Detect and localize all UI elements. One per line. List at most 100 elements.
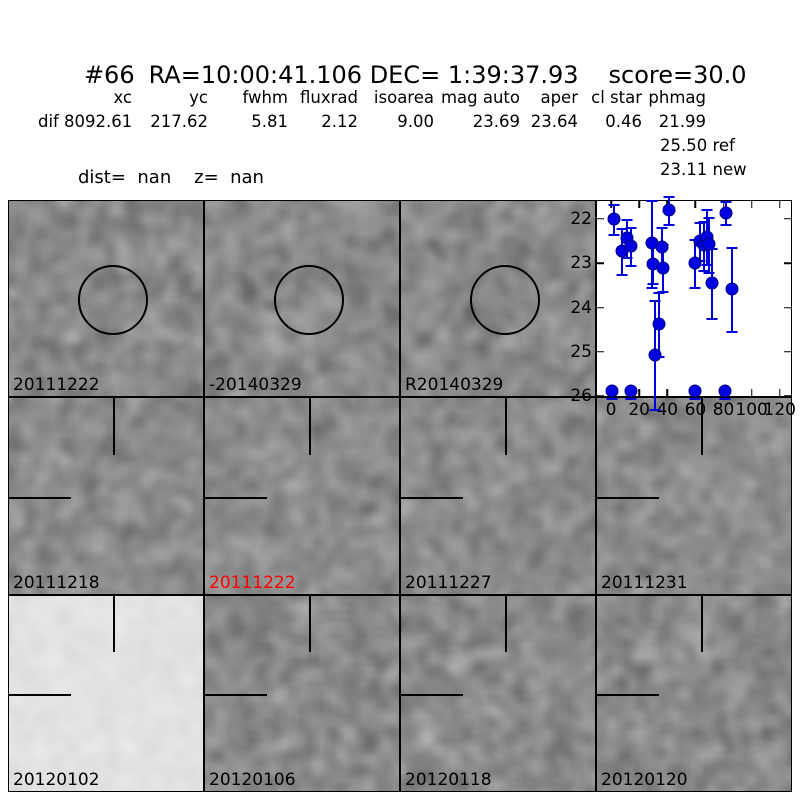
phmag-ref-value: 25.50 ref (660, 136, 735, 155)
value-mag-auto: 23.69 (472, 112, 520, 131)
data-point[interactable] (719, 206, 733, 220)
y-tickmark (597, 218, 604, 220)
cutout-panel-20120106[interactable]: 20120106 (204, 594, 400, 792)
y-axis-tick-label: 26 (570, 386, 592, 407)
limit-data-point[interactable] (605, 384, 619, 398)
table-column-headers: xc yc fwhm fluxrad isoarea mag auto aper… (0, 88, 800, 297)
value-aper: 23.64 (530, 112, 578, 131)
target-circle-marker (469, 264, 540, 335)
plot-data-area: 22 23 24 25 26 0 20 40 60 80 100 120 (570, 195, 796, 420)
errorbar-cap (663, 195, 675, 198)
panel-date-label: 20120102 (13, 769, 100, 790)
value-isoarea: 9.00 (397, 112, 434, 131)
errorbar-cap (720, 224, 732, 227)
errorbar-cap (649, 300, 661, 303)
y-tickmark (784, 395, 791, 398)
data-point[interactable] (702, 237, 716, 251)
limit-data-point[interactable] (624, 384, 638, 398)
errorbar-cap (703, 272, 715, 275)
crosshair-vertical-tick (308, 398, 311, 455)
errorbar-cap (656, 227, 668, 230)
crosshair-horizontal-tick (401, 496, 463, 499)
crosshair-vertical-tick (504, 398, 507, 455)
value-xc: 8092.61 (64, 112, 133, 131)
errorbar-cap (646, 199, 658, 202)
cutout-image (401, 595, 595, 791)
data-point[interactable] (648, 348, 662, 362)
panel-date-label: 20111218 (13, 572, 100, 593)
cutout-panel-20111222[interactable]: 20111222 (204, 397, 400, 595)
ra-value: RA=10:00:41.106 (148, 61, 363, 89)
cutout-panel-20120118[interactable]: 20120118 (400, 594, 596, 792)
value-fluxrad: 2.12 (321, 112, 358, 131)
phmag-new-value: 23.11 new (660, 160, 747, 179)
data-point[interactable] (607, 212, 621, 226)
errorbar-cap (706, 317, 718, 320)
errorbar-cap (653, 292, 665, 295)
data-point[interactable] (652, 317, 666, 331)
cutout-panel--20140329[interactable]: -20140329 (204, 200, 400, 398)
cutout-panel-20111227[interactable]: 20111227 (400, 397, 596, 595)
limit-marker-cap (606, 397, 618, 400)
panel-date-label: -20140329 (209, 375, 302, 396)
target-circle-marker (77, 264, 148, 335)
x-tickmark (694, 201, 697, 208)
panel-date-label: 20111231 (601, 572, 688, 593)
cutout-image (597, 595, 791, 791)
data-point[interactable] (624, 239, 638, 253)
crosshair-horizontal-tick (205, 496, 267, 499)
cutout-panel-20120120[interactable]: 20120120 (596, 594, 792, 792)
x-tickmark (779, 389, 781, 397)
errorbar-cap (726, 246, 738, 249)
limit-data-point[interactable] (718, 384, 732, 398)
header-info-block: #66 RA=10:00:41.106 DEC= 1:39:37.93 score=… (0, 0, 800, 196)
errorbar-cap (657, 291, 669, 294)
cutout-image (9, 595, 203, 791)
cutout-panel-20111231[interactable]: 20111231 (596, 397, 792, 595)
target-circle-marker (273, 264, 344, 335)
data-point[interactable] (725, 282, 739, 296)
panel-date-label: 20120118 (405, 769, 492, 790)
data-point[interactable] (705, 276, 719, 290)
errorbar-cap (701, 264, 713, 267)
col-header-fluxrad: fluxrad (300, 88, 358, 107)
crosshair-vertical-tick (504, 595, 507, 653)
cutout-panel-20111222[interactable]: 20111222 (8, 200, 204, 398)
phmag-extra-values: 25.50 ref 23.11 new (0, 136, 800, 212)
errorbar-cap (701, 208, 713, 211)
cutout-panel-R20140329[interactable]: R20140329 (400, 200, 596, 398)
errorbar-cap (698, 269, 710, 272)
crosshair-horizontal-tick (401, 694, 463, 697)
object-id: #66 (83, 61, 135, 89)
dist-value: dist= nan (78, 167, 172, 188)
cutout-panel-20111218[interactable]: 20111218 (8, 397, 204, 595)
lightcurve-scatter-plot[interactable]: 22 23 24 25 26 0 20 40 60 80 100 120 (570, 195, 796, 420)
errorbar-cap (646, 286, 658, 289)
y-tickmark (784, 306, 791, 309)
data-point[interactable] (656, 261, 670, 275)
col-header-cl-star: cl star (591, 88, 642, 107)
x-axis-tick-label: 120 (763, 400, 796, 421)
cutout-image (401, 398, 595, 594)
errorbar-cap (647, 282, 659, 285)
col-header-phmag: phmag (648, 88, 706, 107)
limit-marker-cap (625, 397, 637, 400)
distance-redshift-line: dist= nan z= nan (78, 167, 264, 188)
limit-marker-cap (719, 397, 731, 400)
data-point[interactable] (662, 203, 676, 217)
crosshair-vertical-tick (700, 595, 703, 653)
errorbar-cap (649, 408, 661, 411)
y-axis-tick-label: 23 (570, 253, 592, 274)
col-header-fwhm: fwhm (242, 88, 288, 107)
panel-date-label: R20140329 (405, 375, 504, 396)
cutout-panel-20120102[interactable]: 20120102 (8, 594, 204, 792)
crosshair-horizontal-tick (9, 496, 71, 499)
x-tickmark (722, 201, 725, 208)
panel-date-label: 20120120 (601, 769, 688, 790)
y-tickmark (597, 395, 604, 398)
data-point[interactable] (688, 256, 702, 270)
y-tickmark (784, 262, 791, 264)
limit-data-point[interactable] (688, 384, 702, 398)
data-point[interactable] (655, 240, 669, 254)
crosshair-horizontal-tick (597, 694, 659, 697)
